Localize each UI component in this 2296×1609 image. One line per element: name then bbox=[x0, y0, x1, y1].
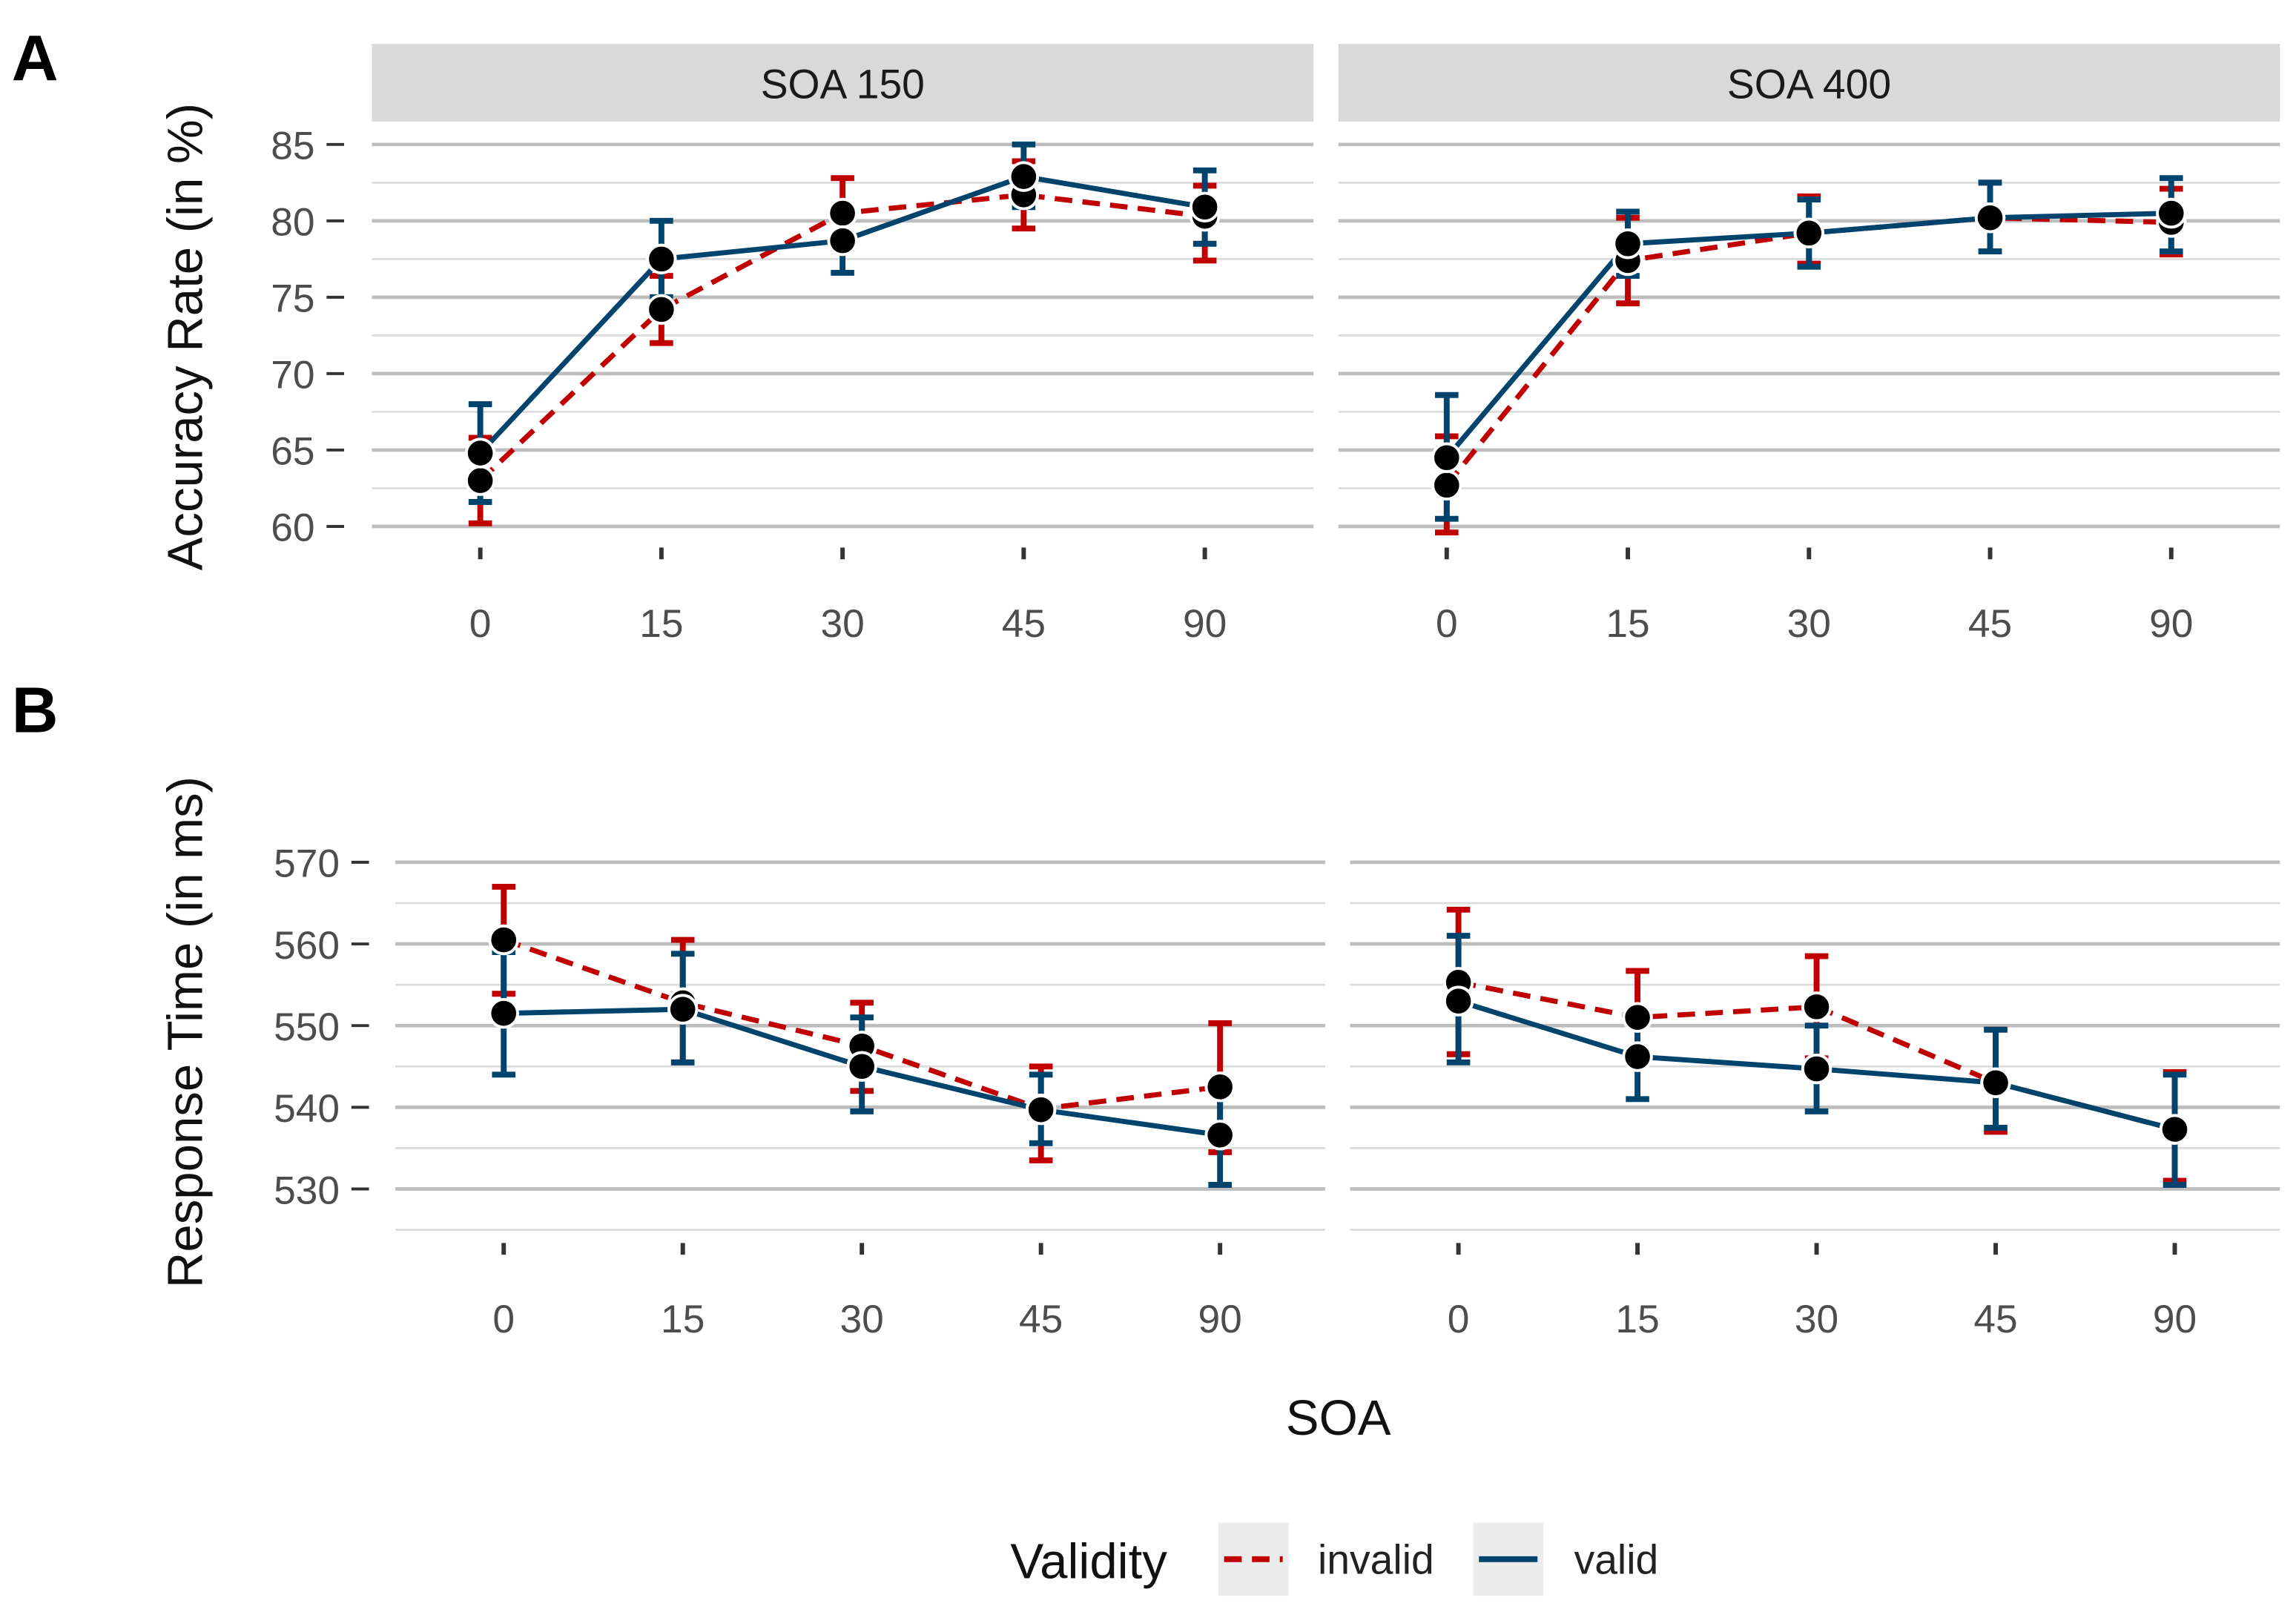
y-tick-label: 550 bbox=[274, 1005, 340, 1049]
y-tick-label: 70 bbox=[271, 354, 314, 397]
panel-letter-b: B bbox=[12, 674, 59, 746]
y-axis-title-a: Accuracy Rate (in %) bbox=[157, 103, 213, 570]
plot-area: 60 65 70 75 80 85 SOA 150 0 15 30 45 90 SOA 400 0 15 30… bbox=[271, 44, 2280, 1341]
x-tick-label: 30 bbox=[1795, 1298, 1838, 1341]
data-point-valid bbox=[464, 437, 496, 469]
data-point-valid bbox=[1980, 1067, 2011, 1099]
x-tick-label: 0 bbox=[1448, 1298, 1470, 1341]
data-point-invalid bbox=[488, 924, 519, 956]
data-point-valid bbox=[1431, 442, 1462, 473]
legend-label-invalid: invalid bbox=[1318, 1537, 1434, 1583]
data-point-valid bbox=[1204, 1120, 1236, 1151]
data-point-valid bbox=[2159, 1114, 2191, 1145]
data-point-valid bbox=[1612, 228, 1643, 260]
legend-title: Validity bbox=[1010, 1534, 1167, 1590]
x-tick-label: 90 bbox=[1198, 1298, 1241, 1341]
y-tick-label: 75 bbox=[271, 277, 314, 321]
data-point-valid bbox=[846, 1051, 877, 1083]
x-tick-label: 0 bbox=[492, 1298, 515, 1341]
data-point-valid bbox=[1974, 202, 2006, 234]
facet-strip-label: SOA 150 bbox=[761, 61, 925, 107]
y-tick-label: 540 bbox=[274, 1087, 340, 1131]
x-tick-label: 15 bbox=[1615, 1298, 1659, 1341]
data-point-valid bbox=[1622, 1041, 1653, 1072]
x-tick-label: 0 bbox=[469, 602, 492, 646]
y-tick-label: 85 bbox=[271, 125, 314, 168]
x-tick-label: 90 bbox=[1183, 602, 1227, 646]
data-point-invalid bbox=[1204, 1071, 1236, 1103]
data-point-valid bbox=[827, 225, 858, 257]
data-point-valid bbox=[488, 997, 519, 1029]
x-tick-label: 15 bbox=[639, 602, 683, 646]
x-axis-title: SOA bbox=[1286, 1390, 1391, 1446]
facet-strip-label: SOA 400 bbox=[1727, 61, 1891, 107]
y-axis-title-b: Response Time (in ms) bbox=[157, 776, 213, 1288]
x-tick-label: 30 bbox=[820, 602, 864, 646]
y-tick-label: 560 bbox=[274, 924, 340, 968]
data-point-invalid bbox=[646, 294, 677, 326]
data-point-valid bbox=[2156, 197, 2187, 229]
data-point-invalid bbox=[1622, 1002, 1653, 1033]
data-point-invalid bbox=[1431, 469, 1462, 501]
legend: Validity invalid valid bbox=[1010, 1522, 1658, 1596]
x-tick-label: 15 bbox=[661, 1298, 705, 1341]
data-point-valid bbox=[1801, 1053, 1832, 1085]
x-tick-label: 45 bbox=[1019, 1298, 1063, 1341]
data-point-valid bbox=[667, 994, 699, 1025]
data-point-valid bbox=[1442, 985, 1474, 1017]
data-point-valid bbox=[1008, 161, 1040, 192]
x-tick-label: 45 bbox=[1002, 602, 1046, 646]
facet-strip bbox=[372, 44, 1314, 122]
y-tick-label: 80 bbox=[271, 201, 314, 245]
data-point-invalid bbox=[1801, 991, 1832, 1022]
x-tick-label: 30 bbox=[1787, 602, 1831, 646]
x-tick-label: 90 bbox=[2149, 602, 2193, 646]
y-tick-label: 570 bbox=[274, 842, 340, 886]
x-tick-label: 30 bbox=[840, 1298, 884, 1341]
data-point-invalid bbox=[827, 197, 858, 229]
x-tick-label: 45 bbox=[1968, 602, 2012, 646]
data-point-valid bbox=[1025, 1094, 1057, 1126]
data-point-valid bbox=[1793, 217, 1825, 249]
y-tick-label: 60 bbox=[271, 506, 314, 550]
data-point-valid bbox=[1189, 191, 1221, 223]
y-tick-label: 530 bbox=[274, 1169, 340, 1212]
panel-letter-a: A bbox=[12, 23, 59, 95]
legend-label-valid: valid bbox=[1574, 1537, 1659, 1583]
x-tick-label: 90 bbox=[2153, 1298, 2197, 1341]
x-tick-label: 45 bbox=[1973, 1298, 2017, 1341]
data-point-valid bbox=[646, 243, 677, 275]
x-tick-label: 0 bbox=[1436, 602, 1458, 646]
data-point-invalid bbox=[464, 465, 496, 496]
facet-strip bbox=[1338, 44, 2280, 122]
x-tick-label: 15 bbox=[1606, 602, 1649, 646]
y-tick-label: 65 bbox=[271, 430, 314, 474]
